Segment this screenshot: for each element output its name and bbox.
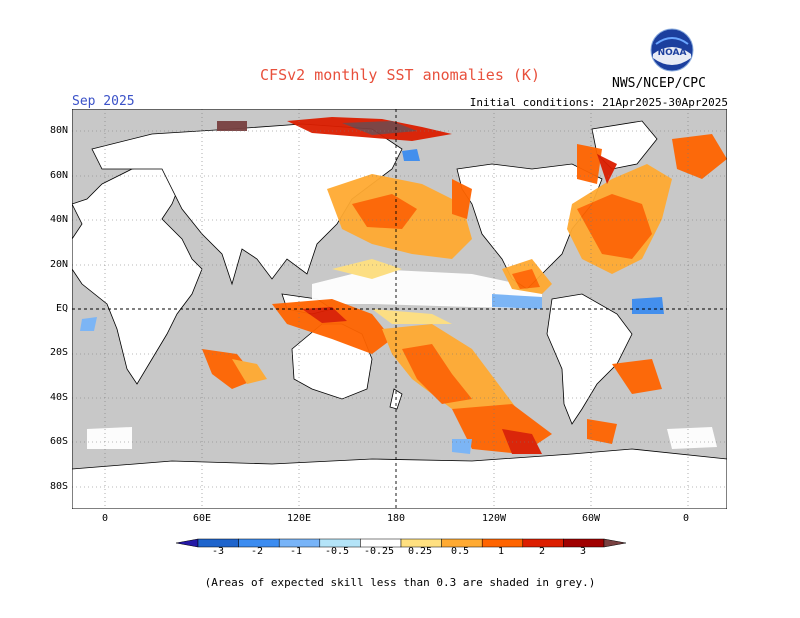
lon-label: 180	[386, 513, 406, 524]
lat-label: 20S	[49, 347, 68, 358]
africa-landmass	[72, 163, 203, 385]
lon-label: 60E	[192, 513, 212, 524]
agency-label: NWS/NCEP/CPC	[612, 76, 706, 91]
colorbar-label: 2	[538, 546, 546, 557]
colorbar-label: -3	[211, 546, 225, 557]
lat-label: 80N	[49, 125, 68, 136]
colorbar-label: -2	[250, 546, 264, 557]
north-america-landmass	[456, 163, 603, 290]
equator-dateline	[72, 109, 727, 509]
initial-conditions: Initial conditions: 21Apr2025-30Apr2025	[469, 96, 728, 109]
antarctica-landmass	[72, 448, 727, 509]
skill-footnote: (Areas of expected skill less than 0.3 a…	[204, 576, 596, 589]
anomaly-patches	[80, 117, 727, 454]
lat-label: 40N	[49, 214, 68, 225]
forecast-month: Sep 2025	[72, 94, 135, 109]
lon-label: 120E	[286, 513, 312, 524]
colorbar-label: 3	[579, 546, 587, 557]
svg-text:NOAA: NOAA	[658, 48, 687, 58]
lon-label: 0	[682, 513, 690, 524]
lat-label: 60N	[49, 170, 68, 181]
lon-label: 60W	[581, 513, 601, 524]
colorbar-arrow-high	[603, 538, 626, 548]
noaa-logo: NOAA	[650, 28, 694, 72]
colorbar-label: 1	[497, 546, 505, 557]
colorbar-label: -0.25	[363, 546, 395, 557]
south-america-landmass	[546, 293, 633, 425]
map-title: CFSv2 monthly SST anomalies (K)	[260, 66, 540, 84]
colorbar-label: 0.25	[407, 546, 433, 557]
lat-label: 80S	[49, 481, 68, 492]
colorbar-label: -0.5	[324, 546, 350, 557]
lat-label: 40S	[49, 392, 68, 403]
lat-label: EQ	[55, 303, 68, 314]
sst-anomaly-map	[72, 109, 727, 509]
lat-label: 60S	[49, 436, 68, 447]
colorbar-arrow-low	[176, 538, 199, 548]
colorbar-label: -1	[289, 546, 303, 557]
lon-label: 0	[101, 513, 109, 524]
colorbar	[176, 538, 626, 548]
lon-label: 120W	[481, 513, 507, 524]
lat-label: 20N	[49, 259, 68, 270]
colorbar-label: 0.5	[450, 546, 470, 557]
